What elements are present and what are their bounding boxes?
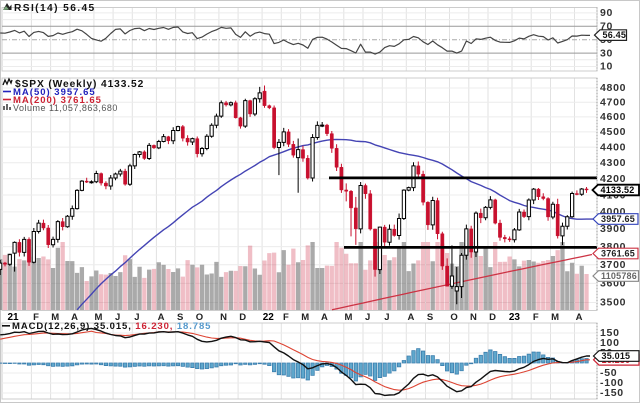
svg-text:4500: 4500 xyxy=(600,126,626,138)
svg-text:J: J xyxy=(134,312,139,323)
svg-text:F: F xyxy=(533,312,539,323)
svg-text:D: D xyxy=(489,312,496,323)
svg-text:RSI(14) 56.45: RSI(14) 56.45 xyxy=(14,3,96,14)
svg-text:O: O xyxy=(196,312,203,323)
svg-text:M: M xyxy=(551,312,559,323)
svg-text:4133.52: 4133.52 xyxy=(601,185,635,195)
svg-text:150: 150 xyxy=(600,327,620,339)
svg-text:23: 23 xyxy=(509,312,521,323)
svg-text:A: A xyxy=(321,312,328,323)
svg-text:3900: 3900 xyxy=(600,223,626,235)
svg-text:D: D xyxy=(239,312,246,323)
svg-text:MA(50) 3957.65: MA(50) 3957.65 xyxy=(13,87,96,98)
svg-text:O: O xyxy=(450,312,457,323)
svg-text:30: 30 xyxy=(600,47,613,59)
svg-text:-150: -150 xyxy=(600,387,624,399)
svg-text:M: M xyxy=(51,312,59,323)
svg-text:A: A xyxy=(158,312,165,323)
svg-text:M: M xyxy=(344,312,352,323)
svg-text:4300: 4300 xyxy=(600,157,626,169)
svg-text:4800: 4800 xyxy=(600,82,626,94)
svg-text:4200: 4200 xyxy=(600,173,626,185)
svg-text:M: M xyxy=(301,312,309,323)
svg-text:90: 90 xyxy=(600,7,613,19)
svg-text:4700: 4700 xyxy=(600,97,626,109)
svg-text:M: M xyxy=(95,312,103,323)
svg-text:3761.65: 3761.65 xyxy=(601,249,635,259)
svg-text:J: J xyxy=(115,312,120,323)
svg-text:3700: 3700 xyxy=(600,259,626,271)
svg-text:J: J xyxy=(384,312,389,323)
svg-text:A: A xyxy=(407,312,414,323)
svg-text:N: N xyxy=(470,312,477,323)
svg-text:A: A xyxy=(71,312,78,323)
svg-text:-100: -100 xyxy=(600,377,624,389)
svg-text:22: 22 xyxy=(263,312,275,323)
svg-text:N: N xyxy=(220,312,227,323)
svg-text:$SPX (Weekly) 4133.52: $SPX (Weekly) 4133.52 xyxy=(15,79,144,90)
svg-text:S: S xyxy=(427,312,433,323)
svg-text:Volume 11,057,863,680: Volume 11,057,863,680 xyxy=(13,103,118,113)
svg-text:MA(200) 3761.65: MA(200) 3761.65 xyxy=(13,95,102,106)
svg-text:3500: 3500 xyxy=(600,297,626,309)
svg-text:S: S xyxy=(177,312,183,323)
svg-text:10: 10 xyxy=(600,61,613,73)
svg-text:MACD(12,26,9) 35.015, 16.230,: MACD(12,26,9) 35.015, 16.230, 18.785 xyxy=(12,321,211,332)
svg-text:-50: -50 xyxy=(600,367,617,379)
svg-text:1105786: 1105786 xyxy=(601,271,637,281)
svg-text:F: F xyxy=(283,312,289,323)
svg-text:56.45: 56.45 xyxy=(603,30,627,40)
svg-text:4600: 4600 xyxy=(600,111,626,123)
svg-text:J: J xyxy=(365,312,370,323)
svg-text:F: F xyxy=(33,312,39,323)
svg-text:A: A xyxy=(576,312,583,323)
svg-text:21: 21 xyxy=(7,312,19,323)
svg-text:3957.65: 3957.65 xyxy=(601,214,635,224)
svg-text:4400: 4400 xyxy=(600,141,626,153)
svg-text:100: 100 xyxy=(600,337,620,349)
svg-text:35.015: 35.015 xyxy=(602,351,631,361)
